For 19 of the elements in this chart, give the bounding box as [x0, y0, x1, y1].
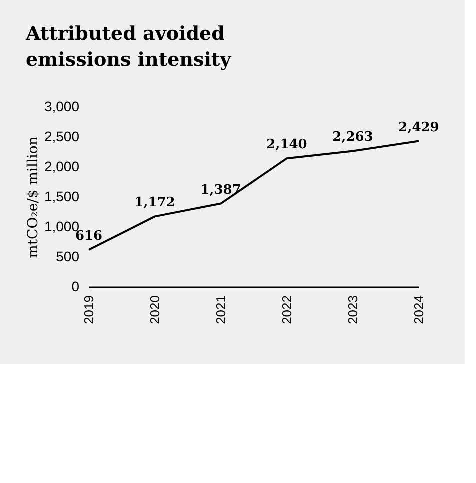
y-tick-label: 0	[72, 278, 80, 294]
y-tick-label: 2,500	[44, 128, 80, 144]
x-tick-label: 2022	[280, 296, 294, 324]
x-tick-label: 2023	[346, 296, 360, 324]
y-tick-label: 3,000	[44, 98, 80, 114]
x-tick-label: 2019	[82, 296, 96, 324]
y-tick-label: 500	[56, 248, 80, 264]
data-label: 2,429	[398, 120, 440, 136]
data-label: 2,140	[266, 138, 308, 153]
data-label: 1,387	[200, 182, 242, 198]
y-tick-label: 1,500	[44, 188, 80, 204]
y-axis-title: mtCO₂e/$ million	[25, 136, 42, 258]
data-label: 2,263	[332, 130, 374, 146]
x-tick-label: 2021	[214, 296, 228, 324]
y-tick-label: 2,000	[44, 158, 80, 174]
x-tick-label: 2020	[148, 296, 162, 324]
chart-title: Attributed avoided emissions intensity	[24, 23, 232, 71]
x-tick-label: 2024	[412, 296, 426, 324]
data-label: 1,172	[134, 196, 176, 211]
